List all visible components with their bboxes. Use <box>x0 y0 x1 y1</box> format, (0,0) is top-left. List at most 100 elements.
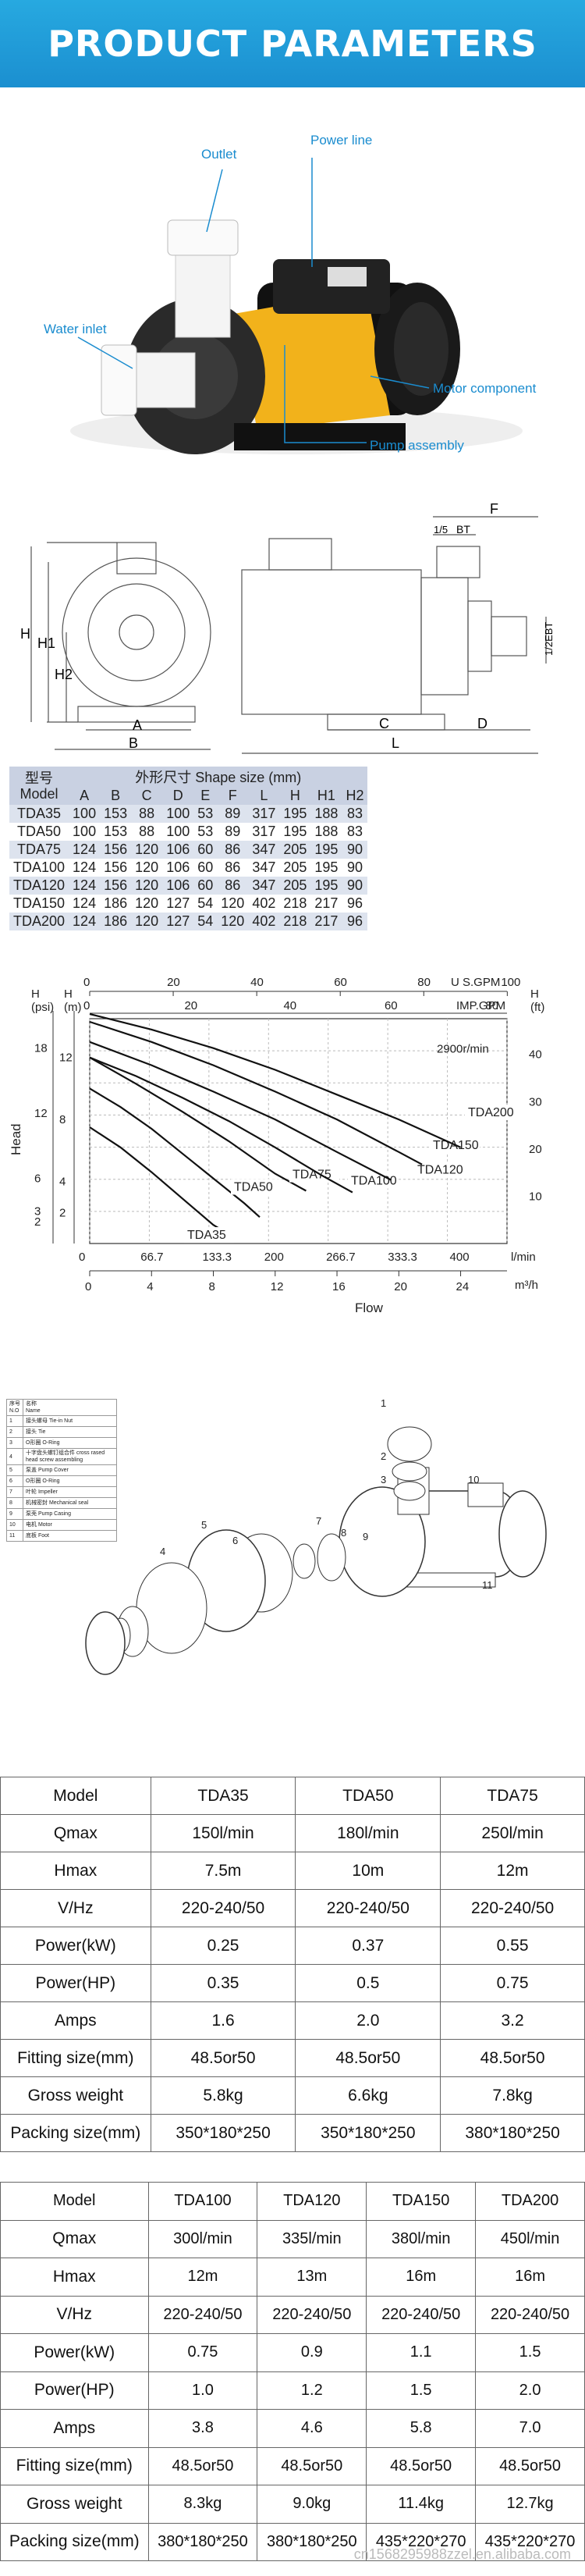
shape-col-l: L <box>248 787 280 805</box>
shape-col-c: C <box>131 787 163 805</box>
exploded-callout-7: 7 <box>316 1515 321 1527</box>
shape-cell-model: TDA120 <box>9 877 69 895</box>
shape-cell: 86 <box>225 859 241 875</box>
parts-legend-table: 序号 N.O 名称 Name 1 接头螺母 Tie-in Nut 2 接头 Tie 3 O形… <box>6 1399 117 1542</box>
series-line-tda150 <box>89 1020 423 1165</box>
parts-name: 十字盘头螺钉组合件 cross rased head screw assembl… <box>23 1448 117 1465</box>
shape-cell: 153 <box>104 824 128 839</box>
top-axis-imp-unit: IMP.GPM <box>456 999 505 1012</box>
shape-col-d: D <box>162 787 194 805</box>
shape-cell: 54 <box>193 913 218 930</box>
shape-cell: 124 <box>69 841 101 859</box>
left-axis-m-tick: 8 <box>59 1113 66 1126</box>
spec1-row: V/Hz 220-240/50 220-240/50 220-240/50 <box>0 1889 585 1927</box>
parts-number: 1 <box>6 1415 23 1427</box>
series-line-tda120 <box>89 1041 392 1181</box>
spec-value: 1.6 <box>150 2001 296 2040</box>
spec-value: 220-240/50 <box>257 2295 367 2334</box>
shape-cell: 86 <box>217 877 249 895</box>
spec-model-name: TDA150 <box>366 2182 477 2221</box>
chart-ylabel: Head <box>9 1123 23 1155</box>
shape-cell: 100 <box>166 824 190 839</box>
shape-row-tda150: TDA150 124 186 120 127 54 120 402 218 217 96 <box>9 895 367 913</box>
dim-label-half: 1/5 <box>434 524 448 535</box>
callout-water-inlet: Water inlet <box>44 322 107 336</box>
top-axis-imp-tick: 80 <box>485 999 498 1012</box>
spec-row-label: Qmax <box>0 1814 151 1852</box>
shape-cell: 317 <box>252 824 276 839</box>
bottom-axis-lmin-tick: 266.7 <box>326 1251 356 1264</box>
series-line-tda100 <box>89 1056 353 1194</box>
parts-number: 9 <box>6 1508 23 1520</box>
spec-value: 435*220*270 <box>366 2522 477 2561</box>
spec-value: 9.0kg <box>257 2485 367 2524</box>
bottom-axis-m3h-unit: m³/h <box>515 1279 538 1292</box>
parts-number: 2 <box>6 1426 23 1438</box>
left-axis-psi-tick: 18 <box>34 1042 48 1055</box>
shape-cell-model: TDA35 <box>9 805 69 823</box>
spec-value: 380*180*250 <box>257 2522 367 2561</box>
dim-label-C: C <box>379 716 389 731</box>
bottom-axis-lmin-tick: 400 <box>450 1251 470 1264</box>
bottom-axis-m3h-tick: 20 <box>394 1280 407 1293</box>
shape-cell: 127 <box>162 913 194 930</box>
shape-cell: 60 <box>197 859 214 875</box>
shape-cell: 86 <box>217 841 249 859</box>
right-axis-ft-title: H (ft) <box>530 987 544 1014</box>
spec-value: 450l/min <box>475 2219 585 2258</box>
series-label-bg <box>184 1227 234 1244</box>
spec1-row: Hmax 7.5m 10m 12m <box>0 1852 585 1890</box>
spec-value: 48.5or50 <box>147 2446 258 2485</box>
shape-cell: 106 <box>162 877 194 895</box>
left-axis-m-tick: 12 <box>59 1051 73 1065</box>
spec-row-label: Packing size(mm) <box>0 2522 149 2561</box>
dim-label-H1: H1 <box>37 635 55 651</box>
spec1-row: Power(kW) 0.25 0.37 0.55 <box>0 1927 585 1965</box>
shape-cell: 120 <box>221 895 245 911</box>
callout-motor-component: Motor component <box>433 381 537 396</box>
spec-value: 150l/min <box>150 1814 296 1852</box>
shape-cell: 127 <box>166 895 190 911</box>
shape-cell: 195 <box>283 824 307 839</box>
spec-value: 435*220*270 <box>475 2522 585 2561</box>
shape-cell: 83 <box>346 824 363 839</box>
series-line-tda50 <box>89 1087 261 1219</box>
shape-cell: 195 <box>314 859 339 875</box>
exploded-callout-11: 11 <box>482 1579 493 1591</box>
shape-cell: 218 <box>283 895 307 911</box>
shape-cell-model: TDA100 <box>13 859 66 875</box>
shape-cell: 120 <box>131 841 163 859</box>
parts-header-row: 序号 N.O 名称 Name <box>6 1399 117 1416</box>
shape-cell-model: TDA50 <box>17 824 62 839</box>
shape-col-e: E <box>193 787 218 805</box>
series-line-tda200 <box>89 1012 462 1148</box>
top-axis-us-tick: 20 <box>167 976 180 989</box>
spec-row-label: V/Hz <box>0 2295 149 2334</box>
shape-cell: 120 <box>135 895 159 911</box>
shape-row-tda35: TDA35 100 153 88 100 53 89 317 195 188 83 <box>9 805 368 823</box>
shape-cell-model: TDA200 <box>9 913 69 930</box>
spec-value: 220-240/50 <box>366 2295 477 2334</box>
shape-cell: 402 <box>252 895 276 911</box>
spec-value: 1.5 <box>366 2371 477 2410</box>
parts-name: 泵壳 Pump Casing <box>23 1508 117 1520</box>
spec-value: 350*180*250 <box>150 2114 296 2152</box>
spec-value: 5.8 <box>366 2409 477 2448</box>
spec-value: 180l/min <box>295 1814 441 1852</box>
dim-label-BT: BT <box>456 523 470 535</box>
spec-row-label: Power(HP) <box>0 1964 151 2002</box>
shape-cell: 217 <box>310 913 342 930</box>
parts-number: 3 <box>6 1437 23 1449</box>
spec-row-label: Qmax <box>0 2219 149 2258</box>
parts-name: 叶轮 Impeller <box>23 1486 117 1498</box>
top-axis-us-tick: 60 <box>334 976 347 989</box>
exploded-callout-2: 2 <box>381 1450 386 1462</box>
parts-row: 3 O形圈 O-Ring <box>6 1437 117 1449</box>
series-label-tda200: TDA200 <box>468 1106 514 1119</box>
shape-cell: 96 <box>346 895 363 911</box>
shape-cell: 120 <box>217 913 249 930</box>
spec-value: 48.5or50 <box>150 2039 296 2077</box>
spec-value: 0.37 <box>295 1927 441 1965</box>
parts-number: 5 <box>6 1464 23 1476</box>
spec2-row: Hmax 12m 13m 16m 16m <box>0 2258 585 2297</box>
